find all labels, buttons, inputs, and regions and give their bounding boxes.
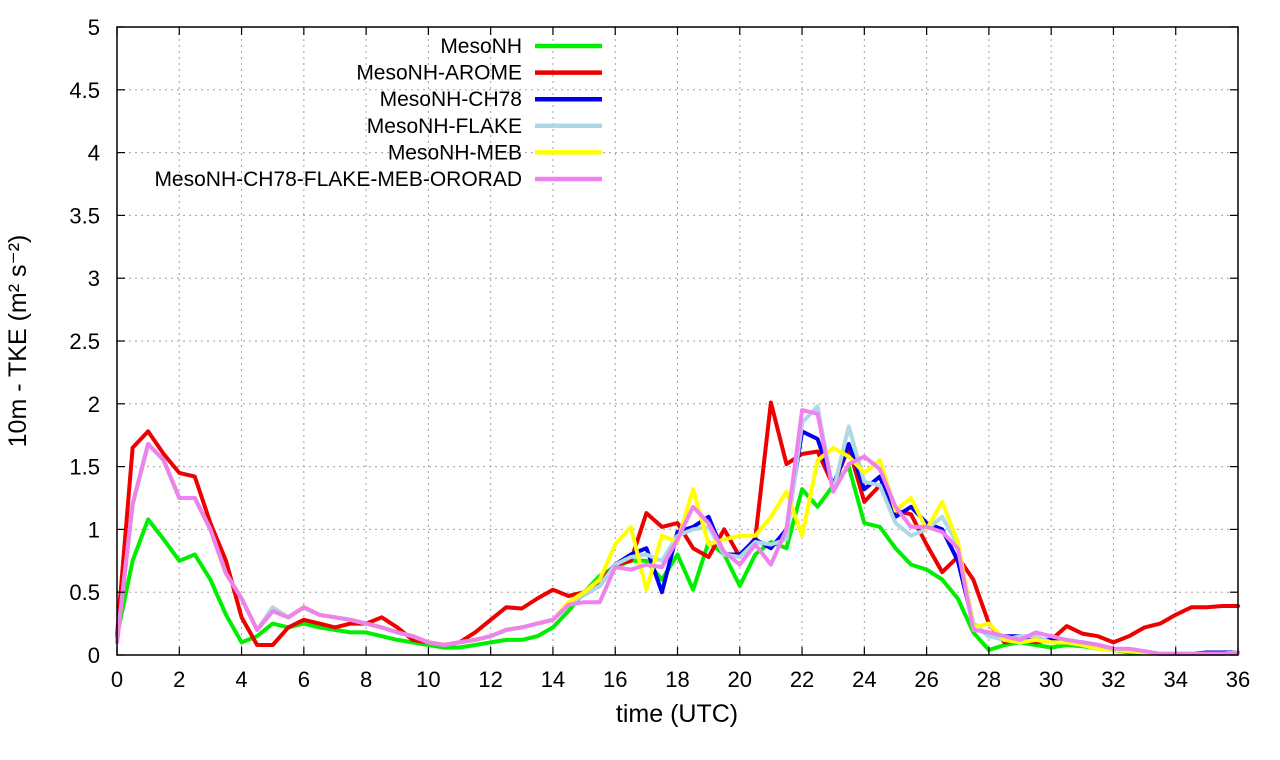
legend: MesoNH MesoNH-AROME MesoNH-CH78 MesoNH-FLAK… [154,35,602,191]
axis-ticks [116,26,1239,656]
x-tick-label: 32 [1101,667,1125,692]
x-tick-labels: 0 2 4 6 8 10 12 14 16 18 20 22 24 26 28 30 32 34 36 [111,667,1250,692]
x-tick-label: 26 [914,667,938,692]
y-tick-label: 4.5 [69,78,100,103]
x-tick-label: 14 [541,667,565,692]
y-tick-label: 2.5 [69,329,100,354]
x-tick-label: 2 [173,667,185,692]
y-tick-labels: 0 0.5 1 1.5 2 2.5 3 3.5 4 4.5 5 [69,15,100,668]
x-tick-label: 16 [603,667,627,692]
x-tick-label: 22 [790,667,814,692]
x-tick-label: 6 [298,667,310,692]
x-tick-label: 4 [235,667,247,692]
x-tick-label: 8 [360,667,372,692]
legend-label: MesoNH-MEB [388,141,522,164]
y-tick-label: 3.5 [69,203,100,228]
y-tick-label: 4 [88,141,100,166]
x-tick-label: 28 [977,667,1001,692]
x-tick-label: 0 [111,667,123,692]
x-tick-label: 24 [852,667,876,692]
series-line-1 [115,400,1240,647]
series-lines [115,400,1240,656]
y-tick-label: 1.5 [69,455,100,480]
y-tick-label: 2 [88,392,100,417]
y-tick-label: 5 [88,15,100,40]
y-axis-title: 10m - TKE (m² s⁻²) [4,235,32,448]
grid [117,27,1238,655]
x-tick-label: 12 [478,667,502,692]
x-tick-label: 34 [1163,667,1187,692]
x-tick-label: 36 [1226,667,1250,692]
legend-label: MesoNH-FLAKE [367,115,522,138]
y-tick-label: 3 [88,266,100,291]
y-tick-label: 0 [88,643,100,668]
y-tick-label: 1 [88,517,100,542]
legend-label: MesoNH-CH78-FLAKE-MEB-ORORAD [154,168,522,191]
legend-label: MesoNH-AROME [356,62,522,85]
y-tick-label: 0.5 [69,580,100,605]
x-tick-label: 30 [1039,667,1063,692]
legend-label: MesoNH-CH78 [380,88,522,111]
x-tick-label: 20 [728,667,752,692]
x-tick-label: 18 [665,667,689,692]
x-tick-label: 10 [416,667,440,692]
x-axis-title: time (UTC) [616,700,738,728]
legend-label: MesoNH [440,35,522,58]
series-line-5 [115,408,1240,656]
